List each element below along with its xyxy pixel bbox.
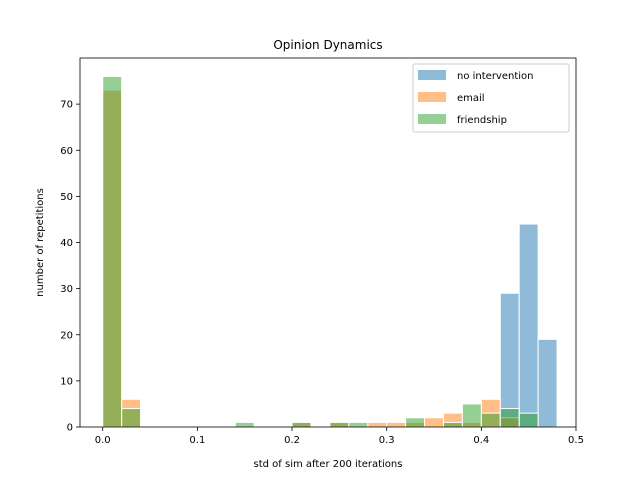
x-tick-label: 0.5 [568,435,584,446]
y-tick-label: 40 [60,238,73,249]
legend-label-email: email [457,93,485,104]
x-tick-label: 0.1 [189,435,205,446]
chart-title: Opinion Dynamics [273,38,382,52]
y-tick-label: 30 [60,284,73,295]
bar-email-4 [367,421,388,428]
bar-friendship-1 [121,408,142,428]
legend-swatch-email [418,92,446,102]
bar-friendship-2 [234,421,255,428]
bar-no-intervention-1 [518,223,539,428]
x-tick-label: 0.3 [379,435,395,446]
legend-label-friendship: friendship [457,115,507,126]
y-tick-label: 60 [60,146,73,157]
bar-friendship-7 [442,421,463,428]
legend-frame [412,63,570,133]
legend-swatch-friendship [418,114,446,124]
bar-friendship-6 [405,417,426,428]
y-tick-label: 50 [60,192,73,203]
bar-email-5 [386,421,407,428]
legend-swatch-no-intervention [418,70,446,80]
y-tick-label: 70 [60,100,73,111]
bar-no-intervention-2 [537,338,558,428]
y-tick-label: 20 [60,330,73,341]
x-tick-label: 0.4 [473,435,489,446]
y-tick-label: 10 [60,376,73,387]
bar-friendship-4 [329,421,350,428]
x-axis-label: std of sim after 200 iterations [254,459,403,470]
legend: no intervention email friendship [412,63,570,133]
bar-friendship-10 [499,408,520,428]
bar-friendship-0 [102,75,123,428]
y-tick-label: 0 [67,423,73,434]
bar-friendship-8 [461,403,482,428]
y-axis-label: number of repetitions [35,188,46,297]
bars-group [102,75,558,428]
bar-friendship-5 [348,421,369,428]
x-tick-label: 0.0 [95,435,111,446]
y-axis-ticks: 0 10 20 30 40 50 60 70 [60,100,80,434]
bar-friendship-11 [518,412,539,428]
bar-friendship-9 [480,412,501,428]
bar-email-7 [424,417,444,428]
x-tick-label: 0.2 [284,435,300,446]
bar-no-intervention-0 [499,292,520,428]
x-axis-ticks: 0.0 0.1 0.2 0.3 0.4 0.5 [95,427,584,446]
legend-label-no-intervention: no intervention [457,71,534,82]
bar-friendship-3 [291,421,312,428]
